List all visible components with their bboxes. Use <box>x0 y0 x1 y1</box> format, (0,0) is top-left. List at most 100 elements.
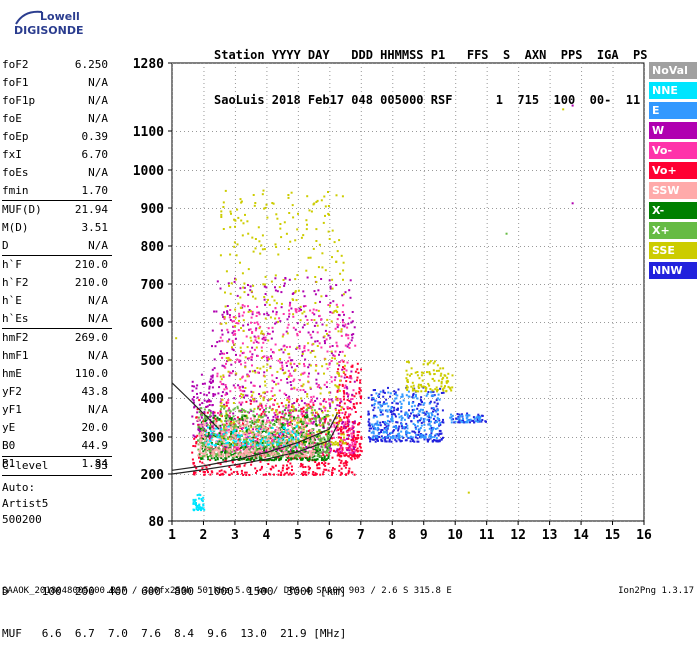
grid-dot <box>316 131 317 132</box>
grid-dot <box>518 79 519 80</box>
grid-dot <box>412 208 413 209</box>
grid-dot <box>487 151 488 152</box>
echo-point <box>329 279 331 281</box>
grid-dot <box>487 63 488 64</box>
grid-dot <box>496 360 497 361</box>
grid-dot <box>584 208 585 209</box>
echo-point <box>359 388 361 390</box>
grid-dot <box>550 143 551 144</box>
grid-dot <box>636 63 637 64</box>
grid-dot <box>518 331 519 332</box>
grid-dot <box>298 231 299 232</box>
echo-point <box>230 469 232 471</box>
echo-point <box>293 363 295 365</box>
echo-point <box>192 390 194 392</box>
echo-point <box>289 279 291 281</box>
grid-dot <box>200 284 201 285</box>
grid-dot <box>581 463 582 464</box>
grid-dot <box>613 203 614 204</box>
grid-dot <box>203 215 204 216</box>
echo-point <box>317 373 319 375</box>
grid-dot <box>568 63 569 64</box>
grid-dot <box>613 303 614 304</box>
grid-dot <box>524 437 525 438</box>
grid-dot <box>361 259 362 260</box>
grid-dot <box>329 143 330 144</box>
grid-dot <box>613 123 614 124</box>
grid-dot <box>588 474 589 475</box>
grid-dot <box>504 170 505 171</box>
grid-dot <box>356 521 357 522</box>
grid-dot <box>532 63 533 64</box>
grid-dot <box>550 239 551 240</box>
grid-dot <box>361 163 362 164</box>
grid-dot <box>487 427 488 428</box>
echo-point <box>220 410 222 412</box>
grid-dot <box>312 131 313 132</box>
grid-dot <box>581 175 582 176</box>
grid-dot <box>584 437 585 438</box>
grid-dot <box>329 315 330 316</box>
echo-point <box>242 342 244 344</box>
grid-dot <box>172 360 173 361</box>
grid-dot <box>298 343 299 344</box>
grid-dot <box>329 155 330 156</box>
grid-dot <box>487 387 488 388</box>
grid-dot <box>581 323 582 324</box>
grid-dot <box>235 71 236 72</box>
grid-dot <box>298 191 299 192</box>
grid-dot <box>298 355 299 356</box>
echo-point <box>344 455 346 457</box>
grid-dot <box>172 339 173 340</box>
echo-point <box>323 469 325 471</box>
grid-dot <box>644 291 645 292</box>
echo-point <box>341 369 343 371</box>
grid-dot <box>329 371 330 372</box>
grid-dot <box>192 246 193 247</box>
grid-dot <box>512 284 513 285</box>
grid-dot <box>380 474 381 475</box>
grid-dot <box>518 319 519 320</box>
grid-dot <box>172 447 173 448</box>
grid-dot <box>628 437 629 438</box>
grid-dot <box>487 343 488 344</box>
grid-dot <box>392 143 393 144</box>
grid-dot <box>644 163 645 164</box>
grid-dot <box>532 131 533 132</box>
grid-dot <box>518 467 519 468</box>
grid-dot <box>316 360 317 361</box>
echo-point <box>228 375 230 377</box>
grid-dot <box>581 267 582 268</box>
grid-dot <box>516 208 517 209</box>
grid-dot <box>512 521 513 522</box>
grid-dot <box>276 360 277 361</box>
grid-dot <box>252 322 253 323</box>
grid-dot <box>172 208 173 209</box>
echo-point <box>353 406 355 408</box>
grid-dot <box>264 360 265 361</box>
echo-point <box>298 404 300 406</box>
grid-dot <box>236 398 237 399</box>
echo-point <box>331 398 333 400</box>
grid-dot <box>480 246 481 247</box>
grid-dot <box>412 474 413 475</box>
echo-point <box>244 380 246 382</box>
grid-dot <box>408 521 409 522</box>
grid-dot <box>329 91 330 92</box>
grid-dot <box>361 343 362 344</box>
grid-dot <box>420 521 421 522</box>
grid-dot <box>520 322 521 323</box>
echo-point <box>286 378 288 380</box>
grid-dot <box>440 246 441 247</box>
grid-dot <box>260 398 261 399</box>
grid-dot <box>235 347 236 348</box>
grid-dot <box>266 419 267 420</box>
grid-dot <box>266 71 267 72</box>
grid-dot <box>432 246 433 247</box>
grid-dot <box>620 246 621 247</box>
grid-dot <box>581 459 582 460</box>
grid-dot <box>329 367 330 368</box>
grid-dot <box>613 419 614 420</box>
grid-dot <box>548 398 549 399</box>
grid-dot <box>298 247 299 248</box>
